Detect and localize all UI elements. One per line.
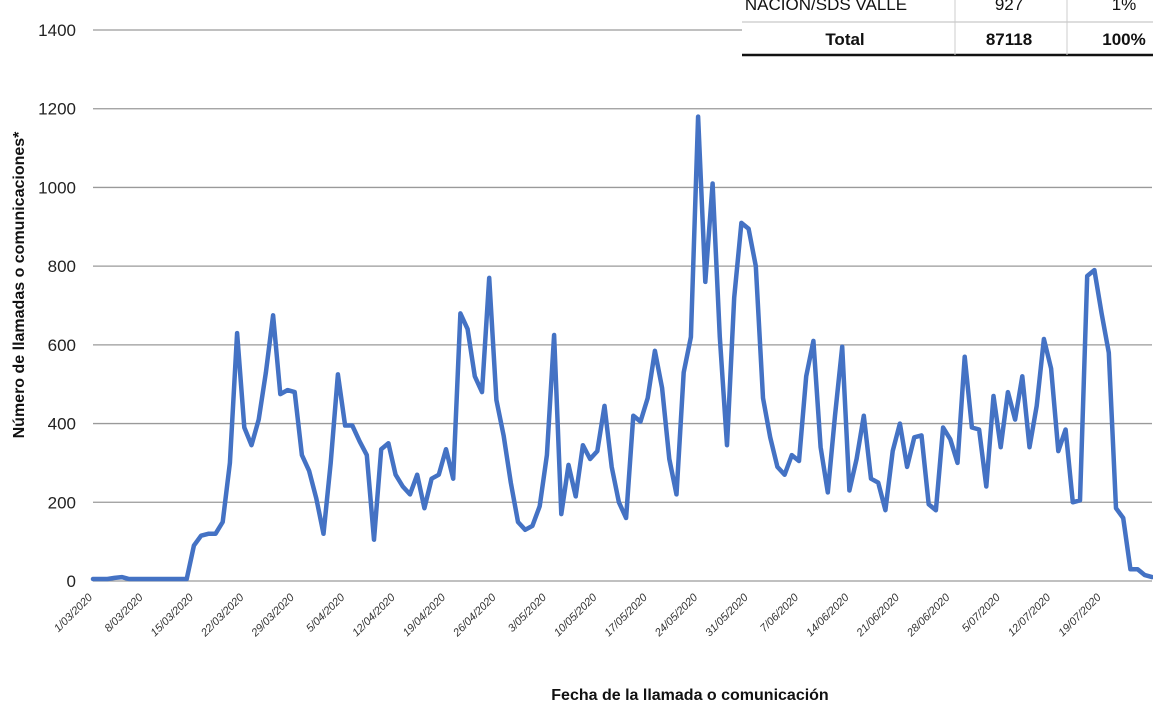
x-tick-label: 19/07/2020 [1056,591,1104,639]
table-row-pct: 1% [1112,0,1137,14]
series-layer [90,114,1153,582]
table-total-label: Total [825,30,864,49]
x-tick-label: 24/05/2020 [652,591,701,640]
y-tick-label: 400 [48,415,76,434]
x-tick-label: 29/03/2020 [249,591,298,640]
x-tick-label: 10/05/2020 [552,591,600,639]
x-tick-label: 21/06/2020 [854,591,903,640]
x-tick-label: 17/05/2020 [602,591,650,639]
y-tick-label: 0 [67,572,76,591]
x-tick-label: 12/04/2020 [350,591,398,639]
x-tick-label: 8/03/2020 [102,591,146,635]
y-tick-label: 600 [48,336,76,355]
x-tick-label: 3/05/2020 [506,591,550,635]
y-tick-label: 1200 [38,100,76,119]
x-tick-label: 5/07/2020 [960,591,1004,635]
x-axis-title: Fecha de la llamada o comunicación [551,687,828,704]
y-tick-label: 1000 [38,178,76,197]
x-tick-label: 19/04/2020 [401,591,449,639]
x-tick-label: 1/03/2020 [52,591,96,635]
table-total-pct: 100% [1102,30,1145,49]
x-tick-label: 15/03/2020 [149,591,197,639]
y-tick-label: 800 [48,257,76,276]
x-tick-label: 28/06/2020 [904,591,953,640]
x-tick-label: 31/05/2020 [703,591,751,639]
table-row-value: 927 [995,0,1023,14]
x-tick-label: 26/04/2020 [450,591,499,640]
series-line [90,114,1153,582]
grid [93,29,1152,582]
x-tick-label: 5/04/2020 [304,591,348,635]
x-tick-label: 22/03/2020 [198,591,247,640]
y-tick-label: 1400 [38,21,76,40]
x-tick-label: 12/07/2020 [1006,591,1054,639]
table-total-value: 87118 [986,30,1032,49]
x-tick-label: 7/06/2020 [758,591,802,635]
y-tick-label: 200 [48,493,76,512]
summary-table: NACIÓN/SDS VALLE 927 1% Total 87118 100% [742,0,1153,57]
x-tick-label: 14/06/2020 [804,591,852,639]
x-axis-ticks: 1/03/2020 8/03/2020 15/03/2020 22/03/2020 29… [52,591,1104,640]
table-background [742,0,1153,56]
y-axis-ticks: 0 200 400 600 800 1000 1200 1400 [38,21,76,591]
y-axis-title: Número de llamadas o comunicaciones* [11,131,28,439]
table-row-label: NACIÓN/SDS VALLE [745,0,907,14]
